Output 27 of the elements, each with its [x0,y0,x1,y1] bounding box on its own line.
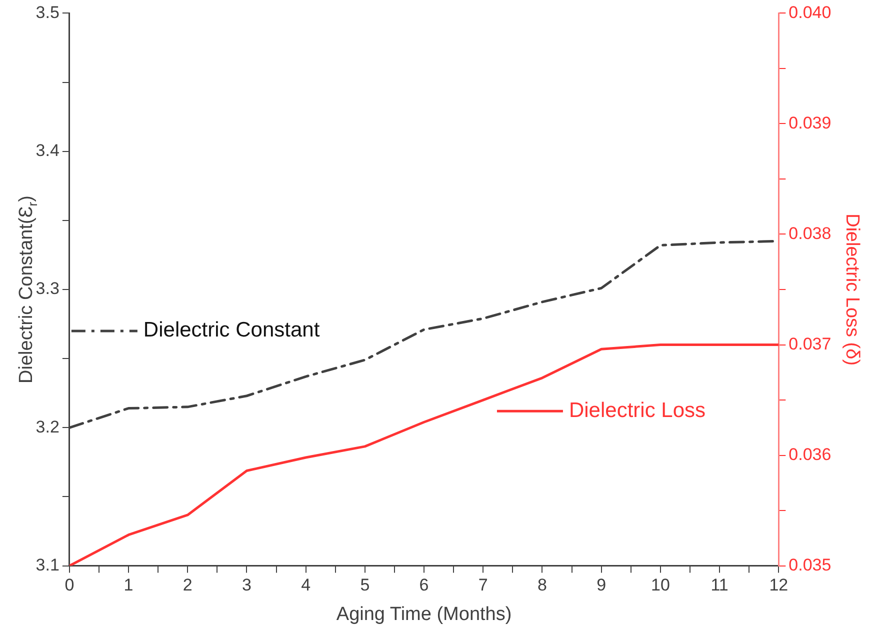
y2-tick-label: 0.039 [788,113,832,132]
x-tick-label: 12 [769,576,788,595]
y-tick-label: 3.2 [36,417,60,436]
y-tick-label: 3.5 [36,2,60,22]
x-tick-label: 3 [242,576,252,595]
y2-tick-label: 0.040 [788,2,832,22]
x-axis-title: Aging Time (Months) [336,604,512,625]
x-tick-label: 6 [419,576,429,595]
x-tick-label: 4 [301,576,311,595]
y2-tick-label: 0.035 [788,555,832,574]
y2-tick-label: 0.037 [788,334,832,354]
x-tick-label: 2 [182,576,192,595]
legend-label: Dielectric Constant [143,318,320,342]
x-tick-label: 9 [596,576,606,595]
y2-axis-title: Dielectric Loss (δ) [841,213,862,366]
y-tick-label: 3.1 [36,555,60,574]
legend-label: Dielectric Loss [568,398,706,422]
y2-tick-label: 0.038 [788,224,832,243]
y2-tick-label: 0.036 [788,444,832,464]
x-tick-label: 0 [64,576,74,595]
x-tick-label: 5 [360,576,370,595]
x-tick-label: 10 [650,576,670,595]
x-tick-label: 8 [538,576,547,595]
x-tick-label: 1 [124,576,134,595]
x-tick-label: 11 [710,576,728,595]
y-tick-label: 3.4 [36,141,60,160]
x-tick-label: 7 [478,576,488,595]
